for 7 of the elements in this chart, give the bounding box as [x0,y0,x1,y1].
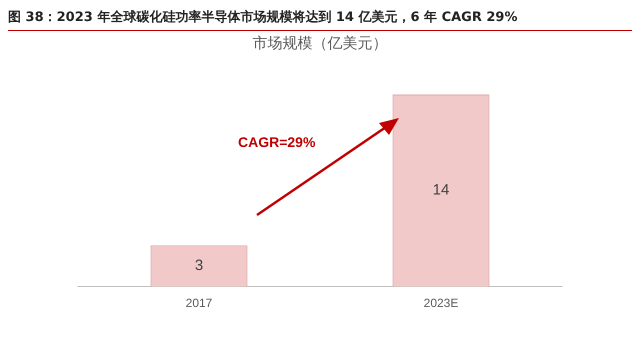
x-tick-label: 2023E [424,296,458,310]
annotation: CAGR=29% [238,134,316,150]
chart-title: 图 38：2023 年全球碳化硅功率半导体市场规模将达到 14 亿美元，6 年 CAGR 29% [8,8,632,31]
data-label: 3 [194,257,204,274]
data-label: 14 [432,182,450,199]
x-tick-label: 2017 [186,296,213,310]
chart-subtitle: 市场规模（亿美元） [252,34,388,52]
